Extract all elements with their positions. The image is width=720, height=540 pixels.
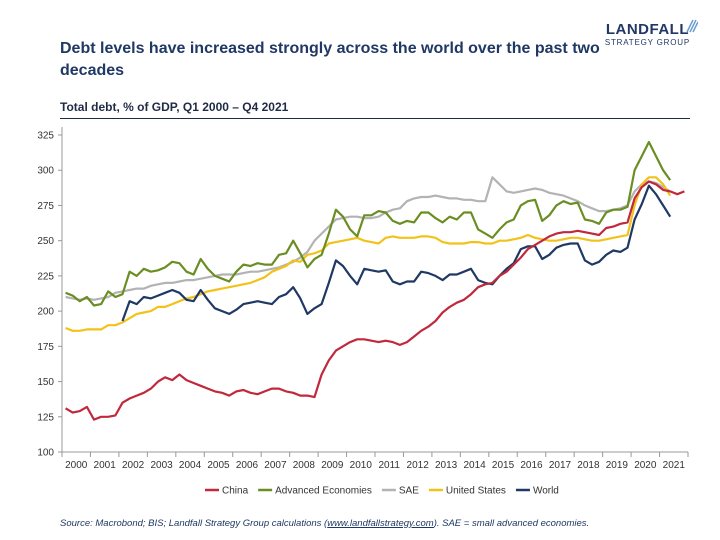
series-line-china bbox=[65, 180, 685, 421]
legend-label-united-states: United States bbox=[446, 486, 506, 497]
legend-label-sae: SAE bbox=[399, 486, 419, 497]
x-tick-label: 2009 bbox=[321, 460, 344, 471]
x-tick-label: 2001 bbox=[94, 460, 117, 471]
x-tick-label: 2011 bbox=[378, 460, 400, 471]
chart-title: Total debt, % of GDP, Q1 2000 – Q4 2021 bbox=[60, 100, 289, 114]
x-tick-label: 2012 bbox=[407, 460, 430, 471]
y-tick-label: 200 bbox=[37, 307, 54, 318]
source-link[interactable]: www.landfallstrategy.com bbox=[327, 518, 434, 529]
chart-legend: China Advanced Economies SAE United States W… bbox=[205, 486, 559, 497]
series-line-advanced-economies bbox=[65, 140, 672, 307]
legend-label-world: World bbox=[533, 486, 559, 497]
x-tick-label: 2008 bbox=[293, 460, 316, 471]
y-tick-label: 325 bbox=[37, 131, 54, 142]
y-tick-label: 275 bbox=[37, 201, 54, 212]
landfall-logo: LANDFALL STRATEGY GROUP bbox=[604, 19, 698, 48]
x-tick-label: 2004 bbox=[179, 460, 202, 471]
x-tick-label: 2013 bbox=[435, 460, 458, 471]
page-title: Debt levels have increased strongly acro… bbox=[60, 40, 600, 79]
x-tick-label: 2015 bbox=[492, 460, 515, 471]
logo-main-text: LANDFALL bbox=[605, 21, 689, 38]
y-tick-label: 225 bbox=[37, 271, 54, 282]
y-tick-label: 250 bbox=[37, 236, 54, 247]
source-note: Source: Macrobond; BIS; Landfall Strateg… bbox=[60, 518, 700, 529]
logo-sub-text: STRATEGY GROUP bbox=[604, 38, 690, 47]
x-tick-label: 2019 bbox=[606, 460, 629, 471]
y-tick-label: 100 bbox=[37, 448, 54, 459]
x-tick-label: 2018 bbox=[577, 460, 600, 471]
source-text: Source: Macrobond; BIS; Landfall Strateg… bbox=[60, 518, 328, 529]
x-tick-label: 2016 bbox=[520, 460, 543, 471]
title-divider bbox=[60, 118, 690, 119]
y-tick-label: 175 bbox=[37, 342, 54, 353]
y-tick-label: 300 bbox=[37, 166, 54, 177]
chart-axes: 100 125 150 175 200 225 250 275 300 325 2000 2001 20… bbox=[37, 127, 689, 471]
x-tick-label: 2005 bbox=[207, 460, 230, 471]
x-tick-label: 2000 bbox=[65, 460, 88, 471]
x-tick-label: 2014 bbox=[463, 460, 486, 471]
legend-label-china: China bbox=[222, 486, 249, 497]
x-tick-label: 2017 bbox=[549, 460, 572, 471]
series-line-sae bbox=[65, 176, 671, 301]
y-tick-label: 125 bbox=[37, 412, 54, 423]
y-tick-label: 150 bbox=[37, 377, 54, 388]
source-note-tail: ). SAE = small advanced economies. bbox=[433, 518, 590, 529]
x-tick-label: 2020 bbox=[634, 460, 657, 471]
x-tick-label: 2007 bbox=[264, 460, 287, 471]
series-line-world bbox=[121, 184, 672, 322]
x-tick-label: 2021 bbox=[663, 460, 686, 471]
x-tick-label: 2010 bbox=[350, 460, 373, 471]
chart-lines bbox=[65, 140, 685, 421]
logo-waves-icon bbox=[686, 19, 698, 33]
x-tick-label: 2002 bbox=[122, 460, 145, 471]
legend-label-advanced-economies: Advanced Economies bbox=[275, 486, 372, 497]
x-tick-label: 2003 bbox=[150, 460, 173, 471]
series-line-united-states bbox=[65, 176, 672, 332]
x-tick-label: 2006 bbox=[236, 460, 259, 471]
